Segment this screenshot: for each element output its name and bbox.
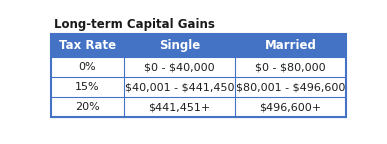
Bar [51,57,346,77]
Text: \$496,600+: \$496,600+ [260,102,322,112]
Text: \$40,001 - \$441,450: \$40,001 - \$441,450 [125,82,235,92]
Text: Long-term Capital Gains: Long-term Capital Gains [54,18,215,32]
Text: \$0 - \$80,000: \$0 - \$80,000 [255,62,326,72]
Text: Married: Married [265,39,317,52]
Bar [51,97,346,117]
Bar [51,77,346,97]
Text: Single: Single [159,39,200,52]
Bar [51,34,346,57]
Text: 15%: 15% [75,82,100,92]
Text: \$80,001 - \$496,600: \$80,001 - \$496,600 [236,82,345,92]
Text: \$441,451+: \$441,451+ [149,102,211,112]
Text: 0%: 0% [79,62,96,72]
Text: Tax Rate: Tax Rate [59,39,116,52]
Bar [51,34,346,117]
Text: \$0 - \$40,000: \$0 - \$40,000 [144,62,215,72]
Text: 20%: 20% [75,102,100,112]
